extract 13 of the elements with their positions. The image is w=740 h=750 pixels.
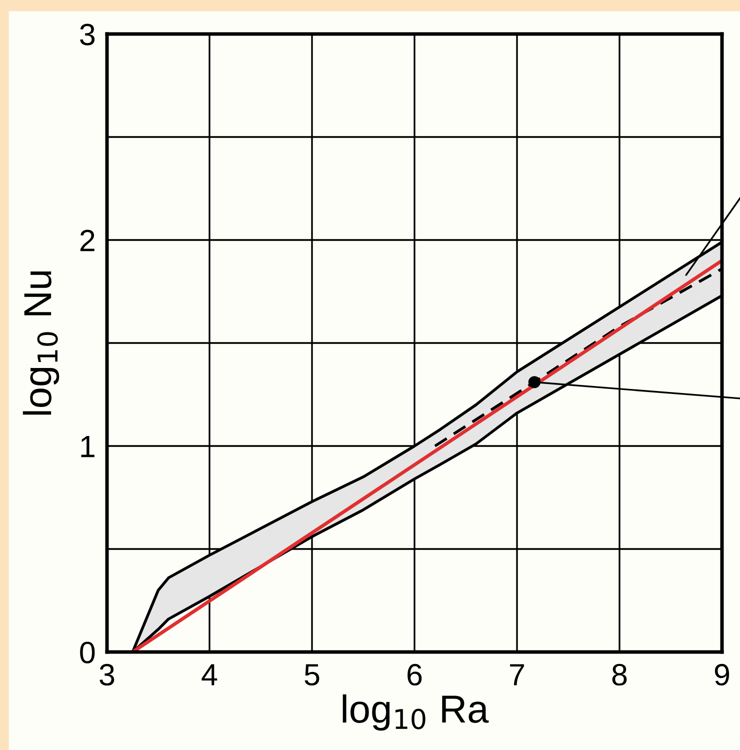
y-axis-title: log$_{10}$ Nu (22, 271, 60, 415)
x-axis-title: log$_{10}$ Ra (342, 694, 489, 731)
x-tick-label: 4 (202, 664, 218, 686)
y-tick-label: 1 (81, 436, 94, 458)
y-tick-label: 2 (80, 230, 94, 252)
x-tick-label: 6 (408, 664, 422, 686)
y-tick-label: 0 (80, 642, 95, 664)
y-tick-label: 3 (80, 24, 95, 46)
x-tick-label: 7 (510, 664, 524, 686)
x-tick-label: 9 (714, 664, 730, 686)
x-tick-label: 3 (100, 664, 114, 686)
x-tick-label: 8 (612, 664, 627, 686)
x-tick-label: 5 (304, 664, 320, 686)
